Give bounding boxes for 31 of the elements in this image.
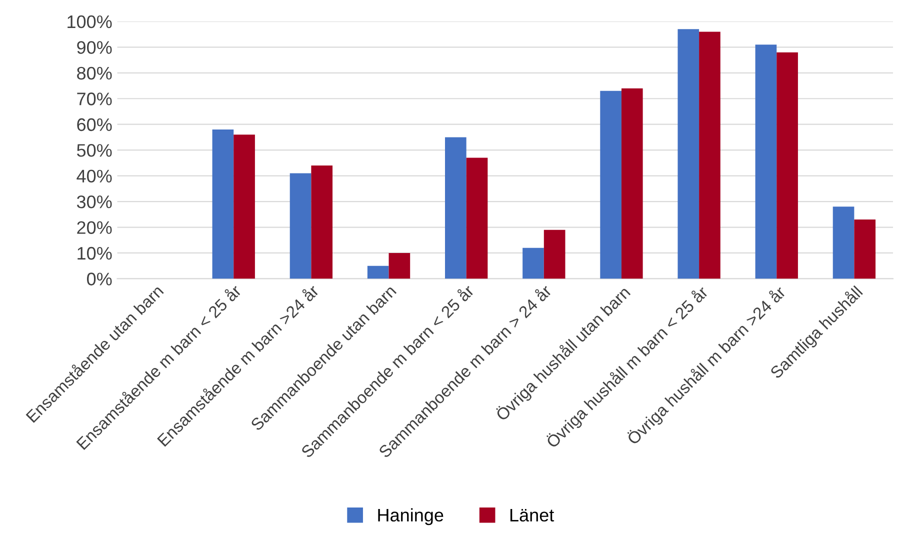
bar — [678, 29, 700, 279]
y-tick-label: 90% — [77, 41, 112, 54]
bar — [522, 248, 544, 279]
legend-label: Länet — [510, 508, 554, 522]
bar — [388, 252, 410, 279]
bar — [234, 134, 255, 279]
y-tick-label: 60% — [77, 118, 112, 132]
bar — [290, 173, 312, 279]
y-tick-label: 40% — [76, 170, 112, 183]
bar — [832, 206, 854, 279]
bar — [621, 88, 643, 279]
bar — [466, 158, 488, 279]
y-tick-label: 70% — [77, 92, 112, 106]
bar — [212, 130, 234, 279]
legend-label: Haninge — [378, 508, 444, 526]
y-tick-label: 100% — [68, 15, 112, 28]
bar — [311, 166, 333, 279]
y-tick-label: 30% — [76, 195, 112, 208]
bar — [544, 230, 566, 279]
y-tick-label: 20% — [77, 221, 112, 234]
y-tick-label: 0% — [87, 272, 112, 286]
y-tick-label: 50% — [76, 144, 112, 157]
y-tick-label: 80% — [77, 66, 112, 80]
bar — [445, 137, 466, 279]
bar — [367, 266, 389, 279]
y-tick-label: 10% — [78, 246, 112, 260]
bar — [755, 44, 777, 279]
bar — [600, 90, 622, 279]
bar — [699, 32, 720, 279]
bar — [854, 220, 876, 279]
bar — [776, 52, 798, 279]
